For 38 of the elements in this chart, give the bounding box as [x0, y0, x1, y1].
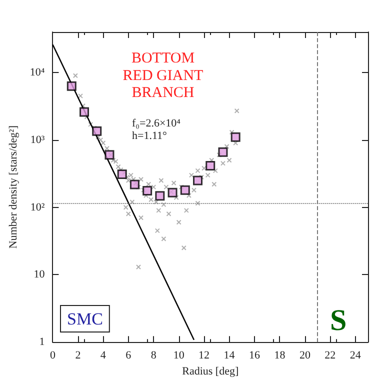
point [230, 132, 240, 142]
x-tick-label: 22 [324, 350, 336, 362]
x-tick-label: 8 [150, 350, 157, 362]
x-tick-label: 6 [126, 350, 132, 362]
annotation: BOTTOM RED GIANT BRANCH [122, 50, 204, 102]
point [206, 160, 216, 170]
point [117, 169, 127, 179]
y-axis-title: Number density [stars/deg²] [8, 126, 20, 249]
y-tick-label: 10³ [30, 134, 46, 146]
annotation: SMC [67, 309, 103, 328]
y-tick-label: 1 [39, 336, 45, 348]
point [155, 191, 165, 201]
annotation: f₀=2.6×10⁴ h=1.11° [132, 117, 181, 142]
point [80, 107, 90, 117]
x-tick-label: 20 [299, 350, 311, 362]
y-tick-label: 10² [30, 201, 46, 214]
point [92, 126, 102, 136]
x-tick-label: 4 [100, 350, 106, 362]
x-tick-label: 10 [173, 350, 185, 362]
x-tick-label: 14 [224, 350, 236, 362]
x-tick-label: 0 [50, 350, 56, 362]
point [130, 180, 140, 190]
y-tick-label: 10 [34, 268, 46, 281]
x-tick-label: 24 [350, 350, 362, 362]
point [104, 150, 114, 160]
point [193, 176, 203, 186]
point [142, 186, 152, 196]
x-tick-label: 2 [75, 350, 81, 362]
point [218, 147, 228, 157]
point [66, 81, 76, 91]
x-tick-label: 18 [274, 350, 286, 362]
x-axis-title: Radius [deg] [182, 366, 239, 378]
annotation: S [330, 304, 347, 337]
point [180, 185, 190, 195]
y-tick-label: 10⁴ [30, 66, 45, 79]
x-tick-label: 12 [198, 350, 210, 362]
x-tick-label: 16 [249, 350, 261, 362]
point [168, 188, 178, 198]
